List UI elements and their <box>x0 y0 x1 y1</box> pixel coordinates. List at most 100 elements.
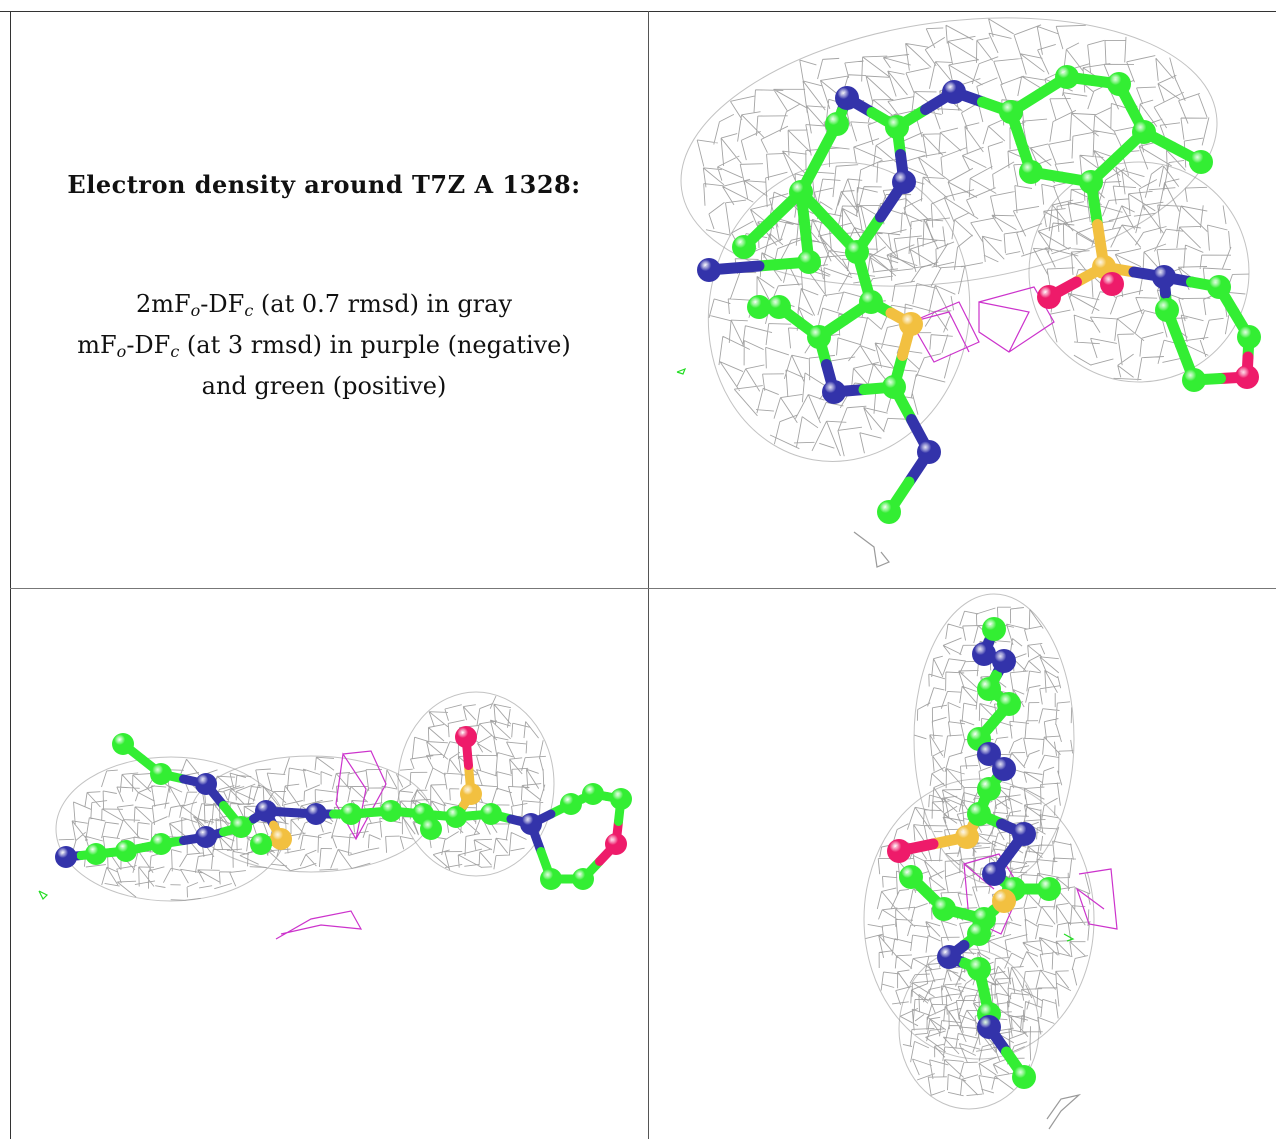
negative-density-cage-1 <box>910 301 980 363</box>
nitrogen-atom <box>942 80 966 104</box>
nitrogen-atom <box>977 1015 1001 1039</box>
view-bottom-left <box>11 589 648 1139</box>
molecule-view-edge-on <box>38 691 632 940</box>
carbon-atom <box>807 325 831 349</box>
carbon-atom <box>1079 170 1103 194</box>
carbon-atom <box>560 793 582 815</box>
caption-panel: Electron density around T7Z A 1328: 2mFo… <box>0 0 648 588</box>
left-border <box>10 11 11 1139</box>
carbon-atom <box>572 868 594 890</box>
nitrogen-atom <box>917 440 941 464</box>
nitrogen-atom <box>697 258 721 282</box>
positive-density-blob <box>1063 933 1075 942</box>
molecule-view-end-on <box>863 593 1118 1130</box>
top-border <box>0 11 1276 12</box>
carbon-atom <box>540 868 562 890</box>
carbon-atom <box>859 290 883 314</box>
negative-density-cage-1 <box>1075 868 1118 930</box>
caption-legend: 2mFo-DFc (at 0.7 rmsd) in gray mFo-DFc (… <box>0 284 648 407</box>
density-mesh-left <box>707 162 971 462</box>
carbon-atom <box>445 806 467 828</box>
carbon-atom <box>967 802 991 826</box>
carbon-atom <box>797 250 821 274</box>
caption-title: Electron density around T7Z A 1328: <box>67 170 581 199</box>
nitrogen-atom <box>520 813 542 835</box>
carbon-atom <box>610 788 632 810</box>
sulfur-atom <box>270 828 292 850</box>
carbon-atom <box>1037 877 1061 901</box>
nitrogen-atom <box>195 773 217 795</box>
carbon-atom <box>982 617 1006 641</box>
nitrogen-atom <box>1152 265 1176 289</box>
stray-gray-fragment <box>1046 1093 1082 1130</box>
view-bottom-right <box>649 589 1276 1139</box>
carbon-atom <box>1237 325 1261 349</box>
negative-density-cage-2 <box>963 853 1022 935</box>
legend-line-positive: and green (positive) <box>201 372 447 400</box>
carbon-atom <box>885 115 909 139</box>
sulfur-atom <box>460 783 482 805</box>
carbon-atom <box>380 800 402 822</box>
carbon-atom <box>1107 72 1131 96</box>
positive-density-blob <box>676 367 687 375</box>
view-top-right <box>649 12 1276 588</box>
carbon-atom <box>977 777 1001 801</box>
sulfur-atom <box>899 312 923 336</box>
nitrogen-atom <box>305 803 327 825</box>
carbon-atom <box>967 957 991 981</box>
nitrogen-atom <box>937 945 961 969</box>
oxygen-atom <box>1235 365 1259 389</box>
negative-density-cage-1 <box>335 750 387 841</box>
carbon-atom <box>747 295 771 319</box>
nitrogen-atom <box>55 846 77 868</box>
positive-density-blob <box>38 890 49 901</box>
nitrogen-atom <box>835 86 859 110</box>
nitrogen-atom <box>822 380 846 404</box>
carbon-atom <box>85 843 107 865</box>
stray-gray-fragment <box>853 531 890 568</box>
nitrogen-atom <box>977 742 1001 766</box>
carbon-atom <box>582 783 604 805</box>
nitrogen-atom <box>1012 822 1036 846</box>
carbon-atom <box>1182 368 1206 392</box>
carbon-atom <box>1132 120 1156 144</box>
carbon-atom <box>1019 160 1043 184</box>
carbon-atom <box>480 803 502 825</box>
oxygen-atom <box>1037 285 1061 309</box>
carbon-atom <box>1189 150 1213 174</box>
carbon-atom <box>899 865 923 889</box>
carbon-atom <box>825 112 849 136</box>
carbon-atom <box>767 295 791 319</box>
molecule-view-face-on <box>676 17 1261 568</box>
carbon-atom <box>1207 275 1231 299</box>
carbon-atom <box>112 733 134 755</box>
oxygen-atom <box>605 833 627 855</box>
atoms <box>887 617 1061 1089</box>
carbon-atom <box>999 100 1023 124</box>
carbon-atom <box>967 922 991 946</box>
carbon-atom <box>150 833 172 855</box>
bonds <box>703 71 1255 518</box>
carbon-atom <box>250 833 272 855</box>
carbon-atom <box>420 818 442 840</box>
carbon-atom <box>115 840 137 862</box>
middle-divider <box>10 588 1276 589</box>
carbon-atom <box>1155 298 1179 322</box>
nitrogen-atom <box>972 642 996 666</box>
carbon-atom <box>340 803 362 825</box>
nitrogen-atom <box>195 826 217 848</box>
nitrogen-atom <box>255 800 277 822</box>
oxygen-atom <box>455 726 477 748</box>
carbon-atom <box>977 677 1001 701</box>
carbon-atom <box>882 375 906 399</box>
nitrogen-atom <box>892 170 916 194</box>
carbon-atom <box>230 816 252 838</box>
sulfur-atom <box>992 889 1016 913</box>
oxygen-atom <box>887 839 911 863</box>
carbon-atom <box>877 500 901 524</box>
carbon-atom <box>997 692 1021 716</box>
carbon-atom <box>1055 65 1079 89</box>
sulfur-atom <box>955 825 979 849</box>
legend-line-2fofc: 2mFo-DFc (at 0.7 rmsd) in gray <box>135 290 513 320</box>
atoms <box>697 65 1261 524</box>
